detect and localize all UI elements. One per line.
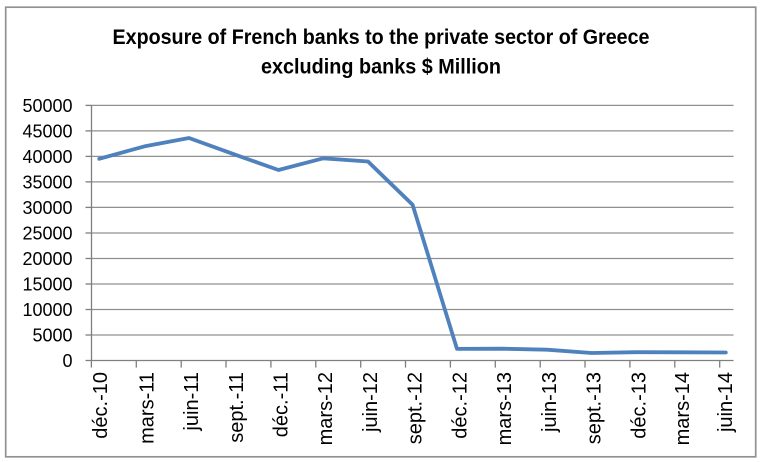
svg-text:juin-11: juin-11 bbox=[181, 372, 203, 432]
svg-text:excluding banks $ Million: excluding banks $ Million bbox=[261, 54, 501, 78]
svg-text:déc.-12: déc.-12 bbox=[449, 372, 471, 439]
svg-text:déc.-13: déc.-13 bbox=[628, 372, 650, 439]
svg-text:5000: 5000 bbox=[32, 326, 72, 346]
svg-text:40000: 40000 bbox=[22, 147, 72, 167]
svg-text:20000: 20000 bbox=[22, 249, 72, 269]
svg-text:15000: 15000 bbox=[22, 275, 72, 295]
svg-text:0: 0 bbox=[62, 351, 72, 371]
svg-text:mars-14: mars-14 bbox=[672, 372, 694, 445]
svg-text:déc.-10: déc.-10 bbox=[90, 372, 112, 439]
svg-text:35000: 35000 bbox=[22, 172, 72, 192]
svg-text:déc.-11: déc.-11 bbox=[271, 372, 293, 437]
svg-text:mars-12: mars-12 bbox=[315, 372, 337, 445]
svg-text:sept.-11: sept.-11 bbox=[226, 372, 248, 443]
svg-text:45000: 45000 bbox=[22, 121, 72, 141]
svg-text:juin-12: juin-12 bbox=[360, 372, 382, 433]
svg-text:sept.-12: sept.-12 bbox=[405, 372, 427, 444]
svg-text:juin-13: juin-13 bbox=[539, 372, 561, 433]
svg-text:mars-11: mars-11 bbox=[136, 372, 158, 444]
svg-text:25000: 25000 bbox=[22, 224, 72, 244]
svg-text:10000: 10000 bbox=[22, 300, 72, 320]
svg-text:50000: 50000 bbox=[22, 96, 72, 116]
svg-text:juin-14: juin-14 bbox=[715, 372, 737, 433]
svg-text:30000: 30000 bbox=[22, 198, 72, 218]
svg-text:sept.-13: sept.-13 bbox=[584, 372, 606, 444]
svg-text:mars-13: mars-13 bbox=[494, 372, 516, 445]
svg-text:Exposure of French banks to th: Exposure of French banks to the private … bbox=[113, 25, 650, 49]
